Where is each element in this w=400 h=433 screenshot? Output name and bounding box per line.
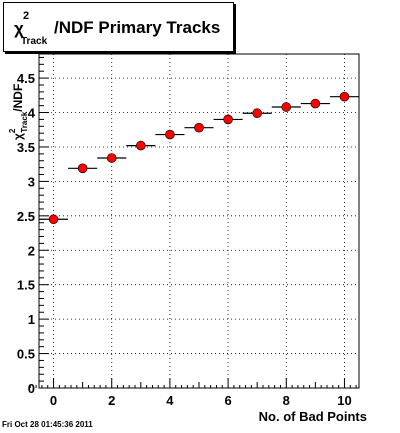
y-axis-title: χ2 Track/NDF <box>8 84 29 140</box>
axes: 0 2 4 6 8 10 0 0.5 1 1.5 2 2.5 3 3.5 4 4.5 <box>17 56 357 408</box>
x-axis-title: No. of Bad Points <box>259 409 367 424</box>
y-tick-label: 2.5 <box>17 209 35 224</box>
data-point <box>339 91 350 102</box>
y-tick-label: 1 <box>28 312 35 327</box>
data-point <box>165 129 175 140</box>
data-point <box>310 98 321 109</box>
y-tick-label: 4 <box>28 106 36 121</box>
data-point <box>252 108 262 119</box>
data-point <box>223 114 233 125</box>
data-points <box>39 91 359 225</box>
x-tick-label: 4 <box>166 393 174 408</box>
y-tick-label: 4.5 <box>17 71 35 86</box>
y-axis-chi-symbol: χ <box>11 133 25 140</box>
x-tick-label: 10 <box>337 393 351 408</box>
y-axis-label-rest: /NDF <box>11 84 25 112</box>
title-subscript: Track <box>21 36 48 47</box>
footer-timestamp: Fri Oct 28 01:45:36 2011 <box>2 420 93 429</box>
x-tick-label: 8 <box>283 393 290 408</box>
y-axis-subscript: Track <box>20 111 29 132</box>
title-superscript: 2 <box>23 10 29 22</box>
y-tick-label: 2 <box>28 243 35 258</box>
y-axis-superscript: 2 <box>8 128 17 133</box>
y-tick-label: 3 <box>28 174 35 189</box>
x-tick-label: 6 <box>224 393 231 408</box>
chart-title-box: χ 2 Track /NDF Primary Tracks <box>3 2 234 52</box>
chart-title: /NDF Primary Tracks <box>54 18 220 37</box>
svg-text:χ: χ <box>14 19 24 38</box>
y-tick-label: 0 <box>28 381 35 396</box>
data-point <box>48 214 59 225</box>
title-chi-symbol: χ <box>14 19 24 38</box>
x-axis-label: No. of Bad Points <box>259 409 367 424</box>
data-point <box>281 102 292 112</box>
data-point <box>194 122 204 133</box>
x-tick-label: 0 <box>50 393 57 408</box>
data-point <box>136 140 146 151</box>
data-point <box>106 153 117 163</box>
x-tick-label: 2 <box>108 393 115 408</box>
y-tick-label: 0.5 <box>17 347 35 362</box>
y-tick-label: 3.5 <box>17 140 35 155</box>
y-tick-label: 1.5 <box>17 278 35 293</box>
data-point <box>77 163 88 174</box>
